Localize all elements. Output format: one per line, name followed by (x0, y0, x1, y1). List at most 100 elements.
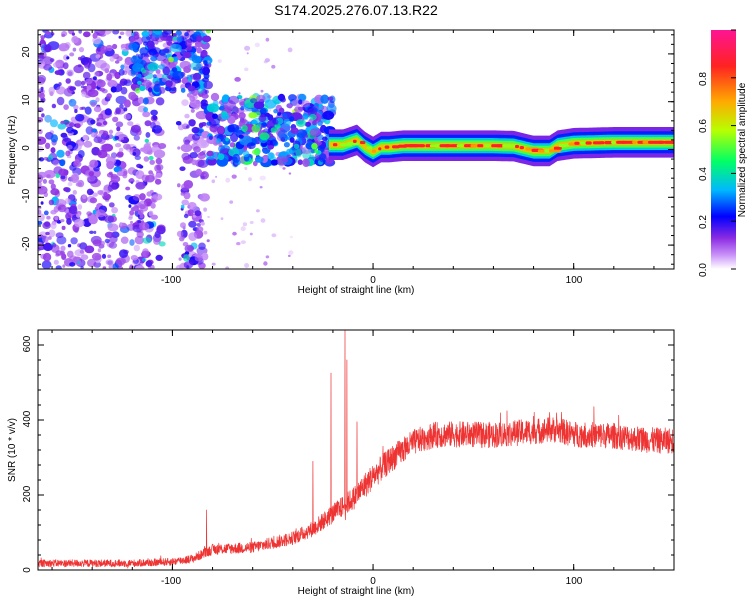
spectrogram-cell (70, 237, 78, 245)
spectrogram-cell (205, 30, 212, 34)
spectrogram-cell (221, 94, 230, 103)
spectrogram-cell (198, 242, 206, 250)
spectrogram-cell (38, 117, 44, 123)
spectrogram-panel: -100 0 100 20 10 0 -10 -20 Height of str… (7, 29, 675, 296)
spectrogram-cell (211, 179, 216, 184)
spectrogram-cell (125, 186, 131, 191)
ridge-peak (445, 144, 452, 148)
spectrogram-cell (142, 248, 149, 257)
spectrogram-cell (163, 30, 174, 35)
spectrogram-cell (264, 112, 270, 117)
spectrogram-cell (206, 101, 209, 104)
spectrogram-cell (112, 30, 120, 35)
spectrogram-cell (86, 85, 92, 90)
spectrogram-cell (119, 222, 123, 226)
top-ylabel: Frequency (Hz) (7, 116, 18, 185)
spectrogram-cell (89, 159, 99, 168)
bot-xtick-0: 0 (370, 576, 376, 587)
spectrogram-cell (181, 199, 189, 206)
snr-line (38, 330, 674, 569)
spectrogram-cell (288, 250, 294, 255)
spectrogram-cell (56, 149, 65, 158)
spectrogram-cell (69, 255, 78, 263)
spectrogram-cell (201, 252, 209, 261)
spectrogram-cell (221, 113, 230, 120)
spectrogram-cell (38, 181, 42, 187)
spectrogram-cell (193, 73, 202, 82)
spectrogram-cell (92, 192, 98, 197)
spectrogram-cell (116, 126, 121, 132)
spectrogram-cell (196, 47, 202, 54)
bot-ytick-400: 400 (22, 410, 33, 427)
snr-frame (37, 329, 675, 571)
spectrogram-cell (67, 244, 72, 248)
spectrogram-cell (41, 260, 52, 269)
spectrogram-cell (265, 255, 270, 259)
spectrogram-cell (46, 174, 51, 178)
spectrogram-cell (189, 152, 198, 159)
spectrogram-cell (96, 79, 106, 88)
spectrogram-cell (254, 156, 264, 163)
spectrogram-cell (232, 231, 237, 236)
spectrogram-cell (244, 67, 249, 72)
spectrogram-cell (184, 32, 189, 37)
top-ytick-10: 10 (21, 94, 32, 106)
spectrogram-cell (320, 94, 330, 104)
spectrogram-cell (309, 128, 321, 137)
spectrogram-cell (50, 134, 58, 143)
spectrogram-cell (194, 41, 203, 48)
spectrogram-cell (288, 103, 293, 109)
spectrogram-cell (69, 86, 76, 91)
spectrogram-cell (107, 254, 112, 259)
ridge-peak (579, 141, 588, 145)
spectrogram-cell (128, 204, 132, 208)
spectrogram-cell (120, 86, 128, 95)
spectrogram-cell (143, 106, 149, 113)
spectrogram-cell (75, 123, 81, 129)
spectrogram-cell (295, 129, 308, 138)
spectrogram-cell (118, 35, 122, 39)
spectrogram-cell (181, 183, 190, 191)
spectrogram-cell (95, 54, 101, 59)
spectrogram-cell (287, 254, 291, 257)
spectrogram-cell (124, 66, 130, 73)
spectrogram-cell (43, 156, 49, 161)
spectrogram-cell (46, 215, 51, 220)
spectrogram-cell (244, 166, 248, 171)
spectrogram-cell (60, 245, 66, 252)
spectrogram-cell (229, 142, 236, 148)
spectrogram-cell (90, 84, 97, 90)
spectrogram-cell (104, 68, 110, 74)
spectrogram-cell (78, 141, 84, 147)
spectrogram-cell (66, 217, 72, 225)
spectrogram-cell (52, 159, 60, 166)
spectrogram-cell (152, 74, 157, 79)
colorbar-tick-0.0: 0.0 (698, 263, 709, 277)
ridge-peak (585, 141, 592, 145)
spectrogram-cell (147, 87, 153, 93)
spectrogram-cell (71, 32, 75, 36)
spectrogram-cell (138, 96, 145, 104)
chart-title: S174.2025.276.07.13.R22 (274, 2, 438, 18)
spectrogram-cell (256, 209, 260, 213)
spectrogram-cell (238, 112, 246, 120)
spectrogram-cell (123, 113, 132, 120)
spectrogram-cell (164, 48, 170, 54)
spectrogram-cell (134, 235, 144, 245)
spectrogram-cell (111, 184, 117, 190)
spectrogram-cell (302, 158, 310, 167)
spectrogram-cell (79, 249, 85, 254)
spectrogram-cell (220, 217, 224, 221)
spectrogram-cell (104, 108, 112, 116)
spectrogram-cell (90, 101, 97, 107)
spectrogram-cell (123, 107, 128, 112)
spectrogram-cell (72, 47, 77, 52)
spectrogram-cell (165, 80, 173, 88)
spectrogram-cell (148, 170, 154, 175)
spectrogram-cell (232, 153, 241, 163)
spectrogram-cell (93, 136, 103, 144)
spectrogram-cell (65, 121, 74, 128)
spectrogram-cell (133, 244, 140, 252)
spectrogram-cell (132, 152, 137, 156)
spectrogram-cell (118, 147, 124, 152)
